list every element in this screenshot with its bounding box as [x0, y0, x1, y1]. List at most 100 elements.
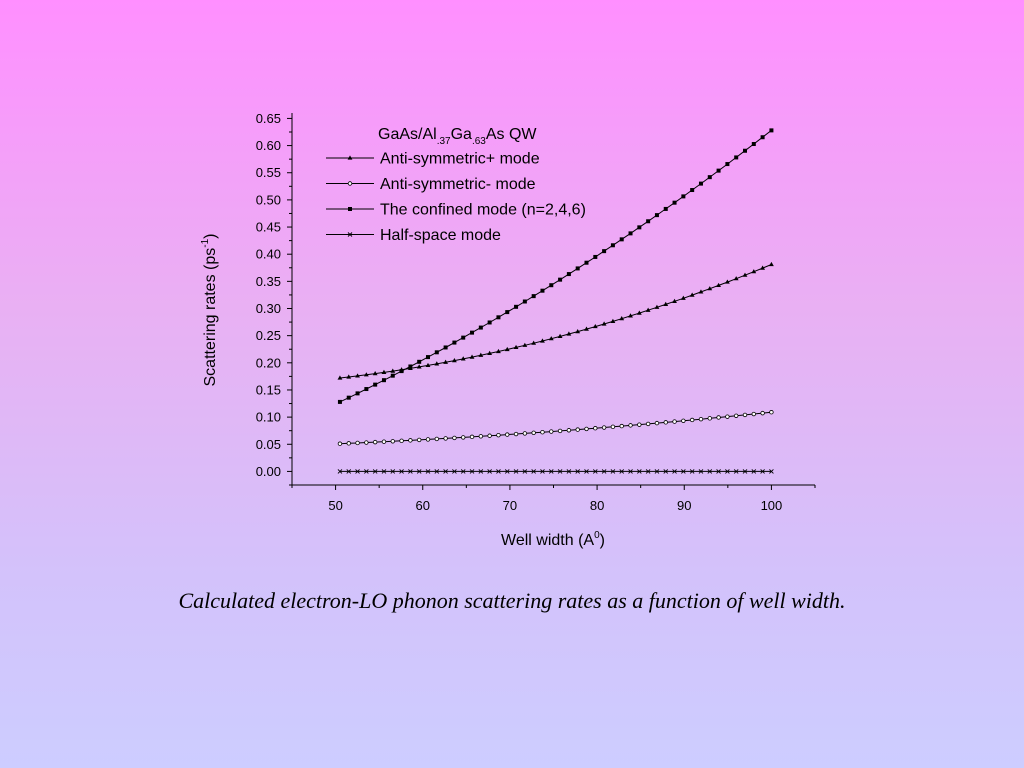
data-point: [566, 272, 571, 277]
data-point: [707, 416, 712, 421]
data-point: [416, 364, 422, 369]
data-point: [760, 410, 765, 416]
data-point: [548, 469, 554, 474]
data-point: [592, 323, 598, 329]
data-point: [496, 469, 501, 474]
legend-marker: [347, 181, 353, 186]
data-point: [742, 412, 748, 418]
data-point: [610, 243, 615, 248]
data-point: [654, 469, 660, 474]
y-tick-label: 0.40: [256, 247, 281, 262]
data-point: [390, 368, 396, 373]
data-point: [707, 286, 713, 291]
data-point: [751, 269, 757, 274]
data-point: [769, 410, 774, 415]
data-point: [540, 429, 545, 435]
data-point: [531, 294, 536, 299]
data-point: [434, 469, 440, 474]
data-point: [522, 299, 527, 304]
data-point: [619, 237, 624, 242]
y-tick-label: 0.20: [256, 355, 281, 370]
data-point: [760, 265, 766, 270]
data-point: [566, 428, 572, 433]
legend-item: Anti-symmetric- mode: [326, 176, 536, 193]
data-point: [355, 391, 360, 396]
data-point: [469, 469, 475, 474]
data-point: [487, 469, 492, 474]
data-point: [355, 440, 360, 446]
data-point: [478, 352, 484, 357]
data-point: [680, 295, 686, 300]
data-point: [584, 426, 589, 432]
data-point: [742, 469, 748, 474]
y-tick-label: 0.45: [256, 220, 281, 235]
data-point: [478, 469, 484, 474]
data-point: [663, 301, 669, 306]
data-point: [733, 469, 739, 474]
data-point: [672, 419, 677, 424]
y-tick-label: 0.55: [256, 165, 281, 180]
data-point: [628, 231, 633, 236]
data-point: [504, 346, 510, 352]
data-point: [549, 429, 554, 434]
data-point: [531, 340, 537, 345]
data-point: [337, 375, 343, 380]
data-point: [460, 469, 466, 474]
data-point: [672, 298, 677, 303]
data-point: [592, 469, 598, 474]
data-point: [531, 469, 536, 474]
y-tick-label: 0.10: [256, 410, 281, 425]
data-point: [698, 181, 703, 186]
data-point: [505, 310, 510, 315]
data-point: [399, 438, 404, 444]
legend-label: Anti-symmetric- mode: [380, 176, 536, 193]
data-point: [346, 374, 352, 379]
data-point: [566, 469, 572, 474]
data-point: [434, 350, 439, 355]
data-point: [549, 283, 554, 288]
legend-label: Anti-symmetric+ mode: [380, 151, 540, 168]
data-point: [751, 411, 757, 417]
data-point: [584, 260, 589, 265]
data-point: [337, 399, 342, 404]
data-point: [452, 340, 457, 345]
data-point: [381, 369, 387, 375]
data-point: [672, 469, 677, 474]
y-tick-label: 0.15: [256, 382, 281, 397]
series-4: [337, 469, 774, 474]
data-point: [548, 336, 554, 341]
data-point: [372, 469, 378, 474]
legend-marker: [347, 155, 353, 160]
y-axis: 0.00 0.05 0.10 0.15 0.20 0.25 0.30 0.35 0.40 0.45…: [256, 111, 293, 486]
y-tick-label: 0.65: [256, 111, 281, 126]
data-point: [681, 469, 686, 474]
data-point: [487, 350, 493, 356]
data-point: [593, 426, 598, 431]
data-point: [584, 326, 589, 331]
data-point: [346, 469, 352, 474]
data-point: [646, 219, 651, 224]
data-point: [504, 469, 510, 474]
data-point: [769, 128, 774, 133]
y-tick-label: 0.50: [256, 192, 281, 207]
data-point: [496, 432, 501, 438]
data-point: [425, 437, 431, 442]
x-axis-label: Well width (A0): [501, 530, 605, 549]
data-point: [654, 213, 659, 218]
data-point: [654, 420, 660, 426]
data-point: [558, 277, 563, 282]
data-point: [390, 469, 396, 474]
data-point: [663, 469, 669, 474]
data-point: [505, 432, 510, 437]
data-point: [689, 469, 695, 474]
data-point: [628, 313, 633, 318]
data-point: [399, 469, 404, 474]
data-point: [540, 338, 545, 343]
data-point: [610, 469, 616, 474]
data-point: [443, 359, 449, 364]
data-point: [672, 200, 677, 205]
data-point: [751, 469, 757, 474]
data-point: [725, 162, 730, 167]
data-point: [734, 155, 739, 160]
data-point: [434, 361, 440, 366]
